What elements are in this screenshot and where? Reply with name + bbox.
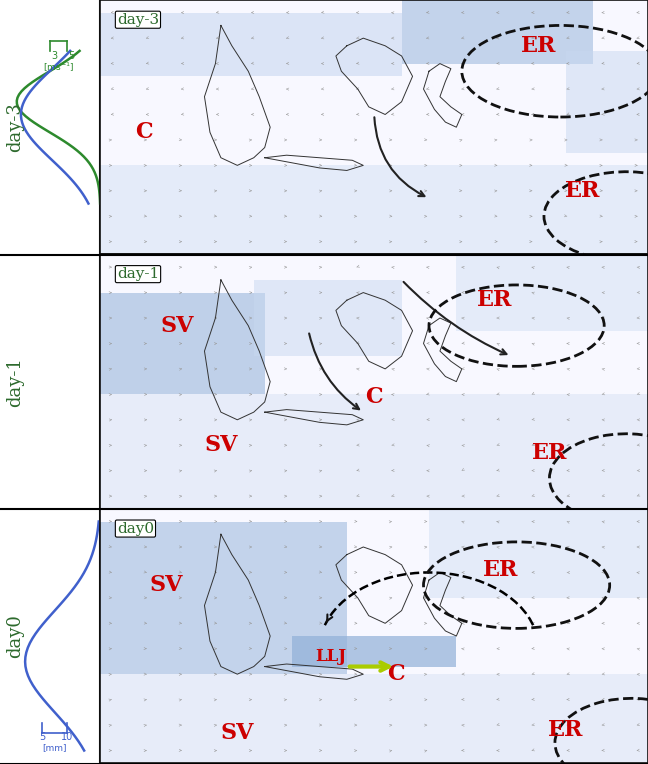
Text: SV: SV bbox=[160, 315, 194, 337]
Polygon shape bbox=[100, 674, 648, 763]
Text: SV: SV bbox=[150, 575, 183, 596]
Text: C: C bbox=[135, 121, 153, 144]
Text: ER: ER bbox=[521, 35, 556, 57]
Text: SV: SV bbox=[204, 434, 238, 456]
Text: [mm]: [mm] bbox=[42, 743, 67, 753]
Text: day-1: day-1 bbox=[117, 267, 159, 281]
Text: LLJ: LLJ bbox=[315, 648, 346, 665]
Polygon shape bbox=[254, 280, 402, 356]
Polygon shape bbox=[100, 293, 264, 394]
Text: day0: day0 bbox=[6, 614, 24, 658]
Text: ER: ER bbox=[483, 559, 518, 581]
Polygon shape bbox=[402, 0, 593, 63]
Text: 5: 5 bbox=[39, 733, 45, 743]
Text: day-3: day-3 bbox=[6, 102, 24, 152]
Text: C: C bbox=[365, 386, 383, 408]
Text: day-3: day-3 bbox=[117, 13, 159, 27]
Polygon shape bbox=[429, 509, 648, 598]
Polygon shape bbox=[456, 254, 648, 331]
Text: ER: ER bbox=[564, 180, 600, 202]
Polygon shape bbox=[566, 51, 648, 153]
Text: 5: 5 bbox=[68, 50, 75, 60]
Polygon shape bbox=[292, 636, 456, 666]
Polygon shape bbox=[100, 13, 402, 76]
Text: 10: 10 bbox=[61, 733, 73, 743]
Text: ER: ER bbox=[477, 290, 513, 311]
Text: ER: ER bbox=[548, 719, 584, 741]
Text: ER: ER bbox=[532, 442, 567, 464]
Text: day0: day0 bbox=[117, 522, 154, 536]
Polygon shape bbox=[100, 394, 648, 509]
Text: C: C bbox=[388, 663, 405, 685]
Text: [ms$^{-1}$]: [ms$^{-1}$] bbox=[43, 61, 75, 74]
Polygon shape bbox=[100, 165, 648, 254]
Text: SV: SV bbox=[220, 722, 254, 743]
Text: day-1: day-1 bbox=[6, 357, 24, 406]
Polygon shape bbox=[100, 522, 347, 674]
Text: 3: 3 bbox=[51, 50, 58, 60]
